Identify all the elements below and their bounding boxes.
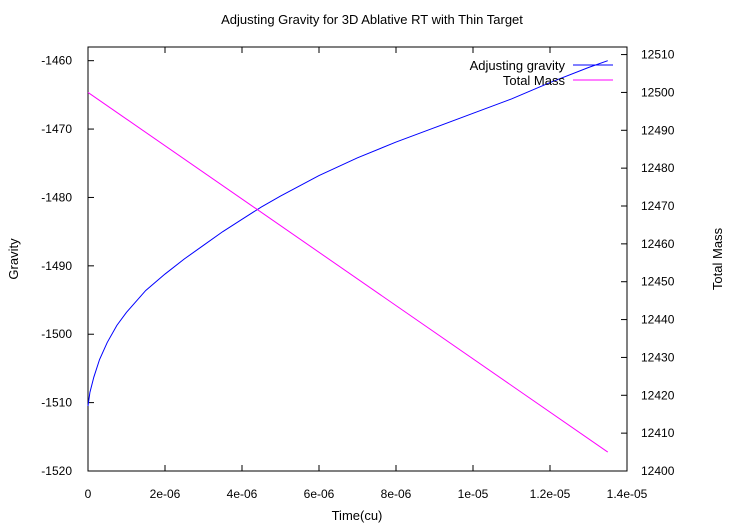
y-axis-left: -1460 -1470 -1480 -1490 -1500 -1510 -1520 <box>41 54 94 478</box>
y2-tick-label-4: 12470 <box>641 199 675 213</box>
x-tick-label-6: 1.2e-05 <box>530 487 571 501</box>
y-tick-label-3: -1490 <box>41 259 72 273</box>
x-tick-label-4: 8e-06 <box>381 487 412 501</box>
y-axis-right: 12510 12500 12490 12480 12470 12460 12450 12440… <box>621 48 675 478</box>
y2-tick-label-6: 12450 <box>641 275 675 289</box>
y2-axis-title: Total Mass <box>710 227 725 290</box>
legend: Adjusting gravity Total Mass <box>470 58 613 88</box>
x-tick-label-0: 0 <box>85 487 92 501</box>
plot-frame <box>87 46 628 472</box>
y-tick-label-5: -1510 <box>41 396 72 410</box>
y2-tick-label-5: 12460 <box>641 237 675 251</box>
legend-label-total-mass: Total Mass <box>503 73 566 88</box>
series-line-total-mass <box>87 92 609 453</box>
y2-tick-label-11: 12400 <box>641 464 675 478</box>
chart-title: Adjusting Gravity for 3D Ablative RT wit… <box>221 12 523 27</box>
y2-tick-label-9: 12420 <box>641 388 675 402</box>
y2-tick-label-10: 12410 <box>641 426 675 440</box>
y2-tick-label-8: 12430 <box>641 350 675 364</box>
x-tick-label-5: 1e-05 <box>458 487 489 501</box>
x-tick-label-1: 2e-06 <box>150 487 181 501</box>
series-layer <box>87 60 609 453</box>
y-tick-label-2: -1480 <box>41 190 72 204</box>
legend-label-adjusting-gravity: Adjusting gravity <box>470 58 566 73</box>
y2-tick-label-2: 12490 <box>641 123 675 137</box>
y2-tick-label-0: 12510 <box>641 48 675 62</box>
y-axis-title: Gravity <box>6 238 21 280</box>
x-axis: 0 2e-06 4e-06 6e-06 8e-06 1e-05 1.2e-05 1.4e-05 <box>85 47 648 501</box>
series-line-adjusting-gravity <box>87 60 608 407</box>
y-tick-label-1: -1470 <box>41 122 72 136</box>
y2-tick-label-1: 12500 <box>641 85 675 99</box>
y-tick-label-0: -1460 <box>41 54 72 68</box>
x-axis-title: Time(cu) <box>332 508 383 523</box>
x-tick-label-7: 1.4e-05 <box>607 487 648 501</box>
y2-tick-label-3: 12480 <box>641 161 675 175</box>
y-tick-label-4: -1500 <box>41 327 72 341</box>
x-tick-label-2: 4e-06 <box>227 487 258 501</box>
y2-tick-label-7: 12440 <box>641 313 675 327</box>
y-tick-label-6: -1520 <box>41 464 72 478</box>
x-tick-label-3: 6e-06 <box>304 487 335 501</box>
